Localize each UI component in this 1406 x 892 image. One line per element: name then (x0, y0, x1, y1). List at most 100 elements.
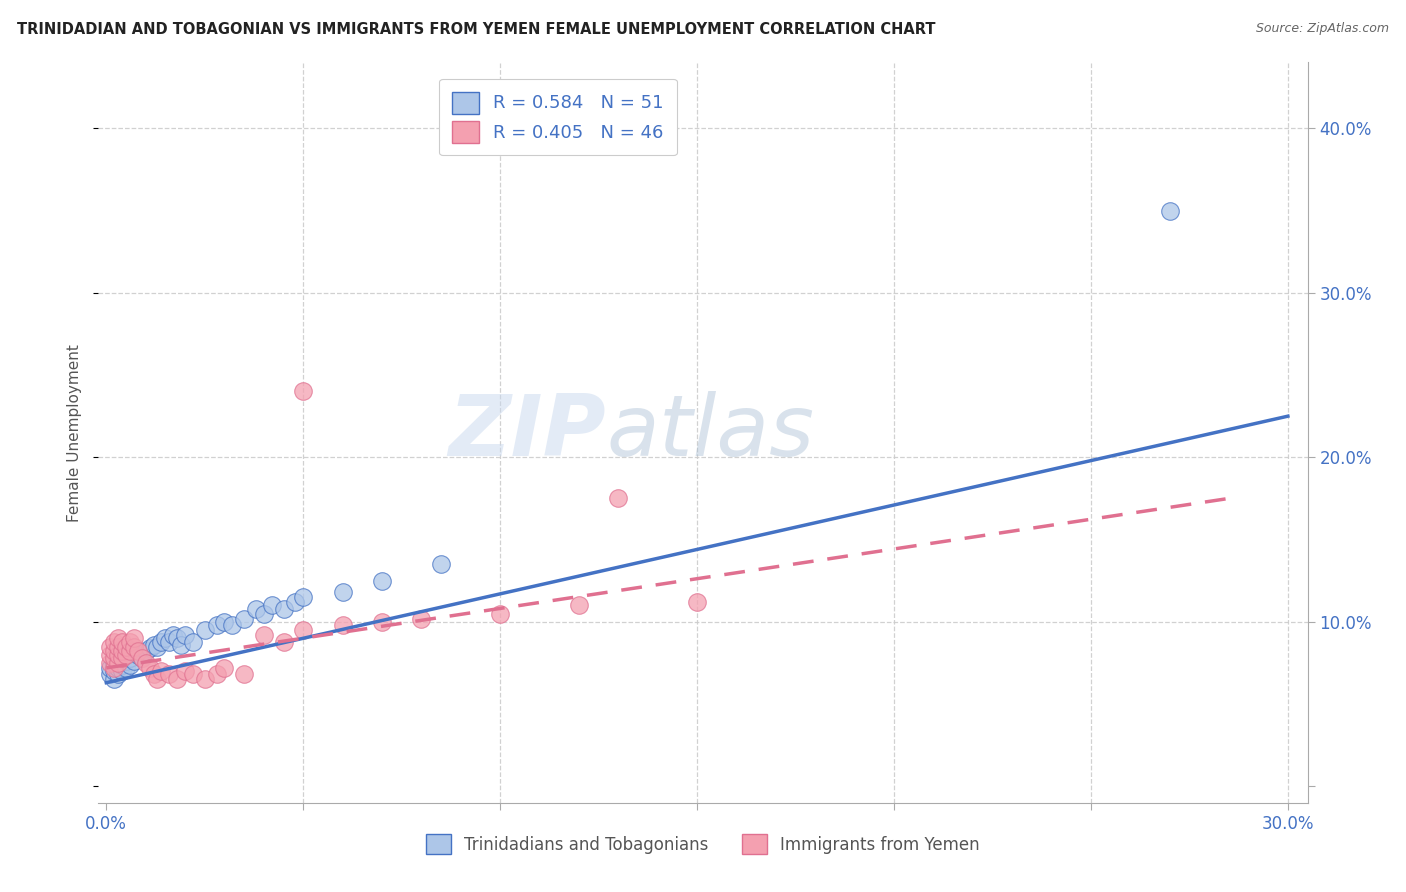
Point (122, 632, 145, 646)
Point (131, 651, 153, 665)
Point (118, 651, 141, 665)
Point (107, 648, 129, 662)
Point (214, 661, 236, 675)
Point (138, 661, 160, 675)
Point (332, 618, 354, 632)
Point (118, 644, 141, 658)
Point (430, 558, 453, 572)
Point (181, 634, 204, 648)
Point (98, 667, 121, 681)
Point (115, 648, 138, 662)
Point (103, 651, 125, 665)
Point (103, 661, 125, 675)
Point (131, 651, 153, 665)
Point (273, 634, 295, 648)
Point (253, 607, 276, 621)
Point (166, 673, 188, 687)
Point (122, 654, 145, 668)
Point (98, 640, 121, 654)
Point (245, 601, 267, 615)
Point (194, 673, 217, 687)
Point (150, 664, 173, 678)
Point (103, 664, 125, 678)
Point (150, 634, 173, 648)
Point (194, 623, 217, 637)
Point (111, 651, 134, 665)
Point (162, 628, 184, 642)
Point (118, 657, 141, 672)
Point (103, 634, 125, 648)
Point (111, 644, 134, 658)
Point (205, 618, 228, 632)
Point (568, 599, 591, 613)
Point (107, 640, 129, 654)
Point (107, 661, 129, 675)
Point (111, 644, 134, 658)
Point (371, 574, 394, 588)
Point (98, 648, 121, 662)
Point (103, 644, 125, 658)
Y-axis label: Female Unemployment: Female Unemployment (67, 343, 83, 522)
Point (174, 664, 197, 678)
Point (98, 656, 121, 670)
Point (411, 611, 433, 625)
Point (170, 638, 193, 652)
Text: ZIP: ZIP (449, 391, 606, 475)
Point (1159, 203, 1181, 218)
Point (174, 628, 197, 642)
Point (214, 615, 236, 629)
Point (166, 632, 188, 646)
Point (103, 673, 125, 687)
Point (155, 632, 177, 646)
Point (115, 648, 138, 662)
Text: atlas: atlas (606, 391, 814, 475)
Point (142, 638, 165, 652)
Point (253, 628, 276, 642)
Point (142, 667, 165, 681)
Point (107, 632, 129, 646)
Point (98, 661, 121, 675)
Point (111, 634, 134, 648)
Point (273, 601, 295, 615)
Point (146, 673, 169, 687)
Point (107, 667, 129, 681)
Point (107, 648, 129, 662)
Point (111, 664, 134, 678)
Point (181, 667, 204, 681)
Point (127, 644, 149, 658)
Point (138, 641, 160, 656)
Point (111, 651, 134, 665)
Point (284, 595, 307, 609)
Point (115, 640, 138, 654)
Point (103, 651, 125, 665)
Point (233, 611, 256, 625)
Point (686, 595, 709, 609)
Point (146, 640, 169, 654)
Point (233, 667, 256, 681)
Point (489, 607, 512, 621)
Point (371, 615, 394, 629)
Point (103, 656, 125, 670)
Point (205, 667, 228, 681)
Point (115, 661, 138, 675)
Point (292, 623, 315, 637)
Text: TRINIDADIAN AND TOBAGONIAN VS IMMIGRANTS FROM YEMEN FEMALE UNEMPLOYMENT CORRELAT: TRINIDADIAN AND TOBAGONIAN VS IMMIGRANTS… (17, 22, 935, 37)
Legend: Trinidadians and Tobagonians, Immigrants from Yemen: Trinidadians and Tobagonians, Immigrants… (419, 828, 987, 861)
Point (111, 657, 134, 672)
Point (107, 654, 129, 668)
Point (135, 644, 157, 658)
Point (115, 654, 138, 668)
Point (292, 384, 315, 399)
Point (122, 644, 145, 658)
Point (107, 656, 129, 670)
Point (122, 640, 145, 654)
Text: Source: ZipAtlas.com: Source: ZipAtlas.com (1256, 22, 1389, 36)
Point (127, 648, 149, 662)
Point (292, 590, 315, 604)
Point (607, 491, 630, 506)
Point (332, 585, 354, 599)
Point (221, 618, 243, 632)
Point (260, 599, 283, 613)
Point (118, 644, 141, 658)
Point (157, 667, 180, 681)
